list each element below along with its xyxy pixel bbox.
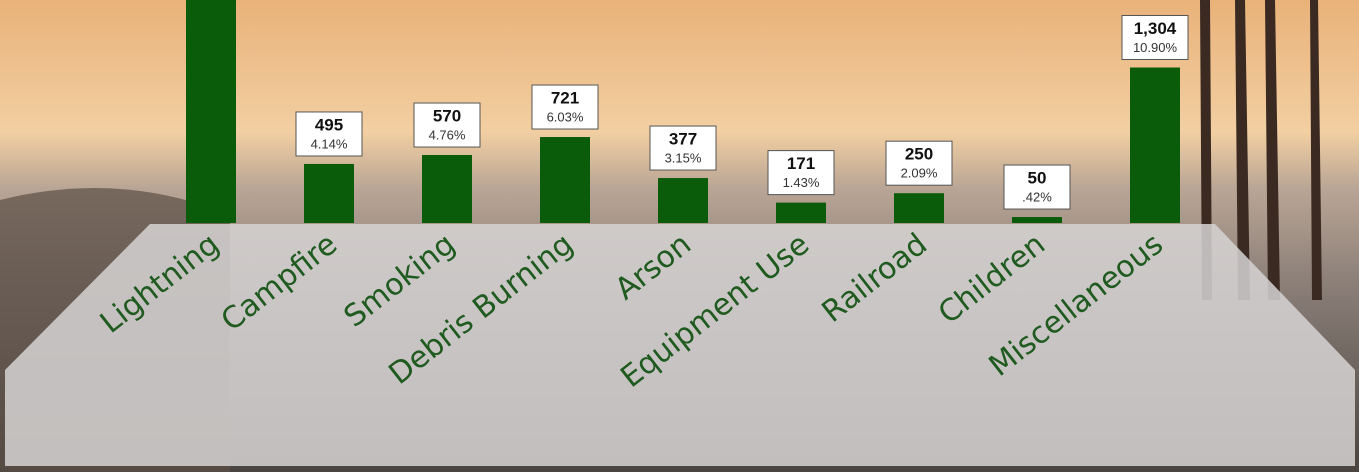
percent-label: 4.76%	[429, 127, 466, 142]
percent-label: 3.15%	[665, 150, 702, 165]
bar	[186, 0, 236, 223]
data-label: 250	[905, 145, 933, 164]
data-label: 495	[315, 115, 343, 134]
bar	[776, 202, 826, 223]
data-label-box	[649, 125, 717, 171]
bar	[894, 193, 944, 223]
bar	[658, 178, 708, 223]
bar	[422, 155, 472, 223]
percent-label: .42%	[1022, 189, 1052, 204]
percent-label: 6.03%	[547, 109, 584, 124]
data-label: 721	[551, 89, 579, 108]
data-label-box	[1003, 164, 1071, 210]
data-label: 171	[787, 154, 815, 173]
data-label-box	[1121, 14, 1189, 60]
data-label-box	[531, 84, 599, 130]
data-label-box	[885, 140, 953, 186]
percent-label: 1.43%	[783, 175, 820, 190]
percent-label: 4.14%	[311, 136, 348, 151]
data-label-box	[767, 150, 835, 196]
data-label: 1,304	[1134, 19, 1177, 38]
label-platform	[5, 224, 1355, 466]
bar	[1130, 67, 1180, 224]
percent-label: 10.90%	[1133, 40, 1178, 55]
bar	[304, 163, 354, 223]
data-label: 377	[669, 130, 697, 149]
data-label: 570	[433, 107, 461, 126]
data-label-box	[413, 102, 481, 148]
data-label: 50	[1028, 169, 1047, 188]
percent-label: 2.09%	[901, 166, 938, 181]
data-label-box	[295, 111, 363, 157]
bar	[540, 137, 590, 223]
bar	[1012, 217, 1062, 223]
